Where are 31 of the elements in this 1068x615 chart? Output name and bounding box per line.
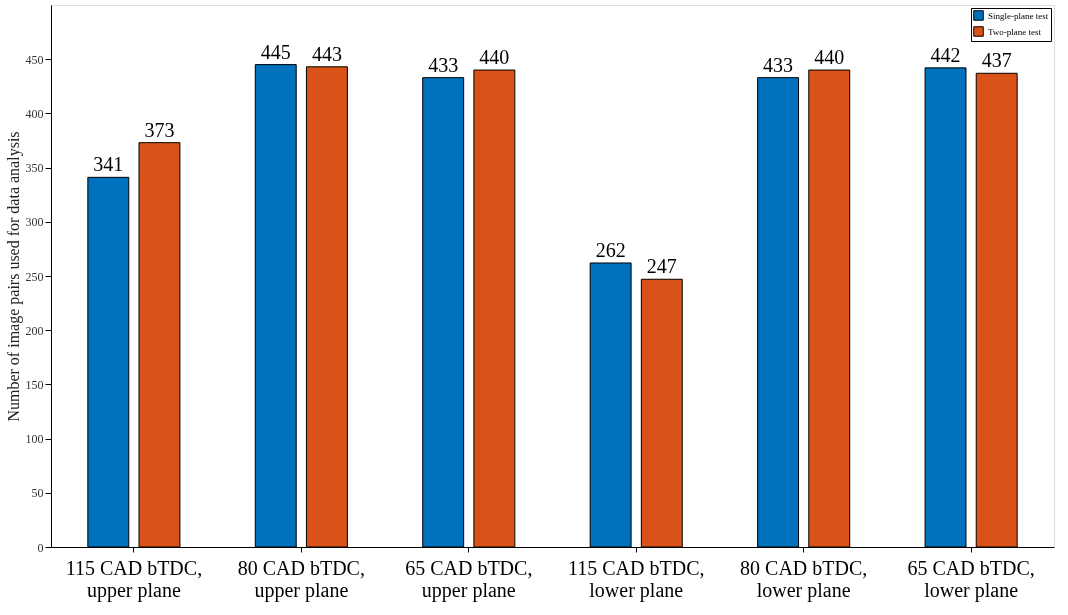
y-tick-label: 200	[25, 323, 44, 338]
y-tick-label: 350	[25, 161, 44, 176]
y-tick-label: 0	[37, 540, 44, 555]
data-label: 373	[144, 118, 175, 141]
y-tick-label: 400	[25, 106, 44, 121]
data-label: 440	[814, 46, 845, 69]
legend-label: Single-plane test	[988, 10, 1049, 21]
x-tick-label: 115 CAD bTDC, lower plane	[567, 556, 705, 602]
y-axis-title: Number of image pairs used for data analysis	[4, 131, 23, 422]
x-tick-label: 80 CAD bTDC, lower plane	[740, 556, 868, 602]
data-label: 247	[646, 255, 677, 278]
y-tick-label: 100	[25, 432, 44, 447]
y-tick-label: 250	[25, 269, 44, 284]
legend-label: Two-plane test	[988, 26, 1042, 37]
x-tick-label: 115 CAD bTDC, upper plane	[65, 556, 203, 602]
x-tick-label: 65 CAD bTDC, upper plane	[405, 556, 533, 602]
data-label: 445	[260, 40, 291, 63]
data-label: 433	[428, 53, 459, 76]
data-label: 433	[763, 53, 794, 76]
y-tick-label: 50	[31, 486, 44, 501]
y-tick-label: 450	[25, 52, 44, 67]
x-tick-label: 65 CAD bTDC, lower plane	[907, 556, 1035, 602]
y-tick-label: 150	[25, 377, 44, 392]
data-label: 341	[93, 153, 124, 176]
data-label: 443	[311, 42, 342, 65]
x-tick-label: 80 CAD bTDC, upper plane	[237, 556, 365, 602]
y-tick-label: 300	[25, 215, 44, 230]
data-label: 440	[479, 46, 510, 69]
data-label: 262	[595, 238, 626, 261]
data-label: 442	[930, 43, 961, 66]
data-label: 437	[981, 49, 1012, 72]
